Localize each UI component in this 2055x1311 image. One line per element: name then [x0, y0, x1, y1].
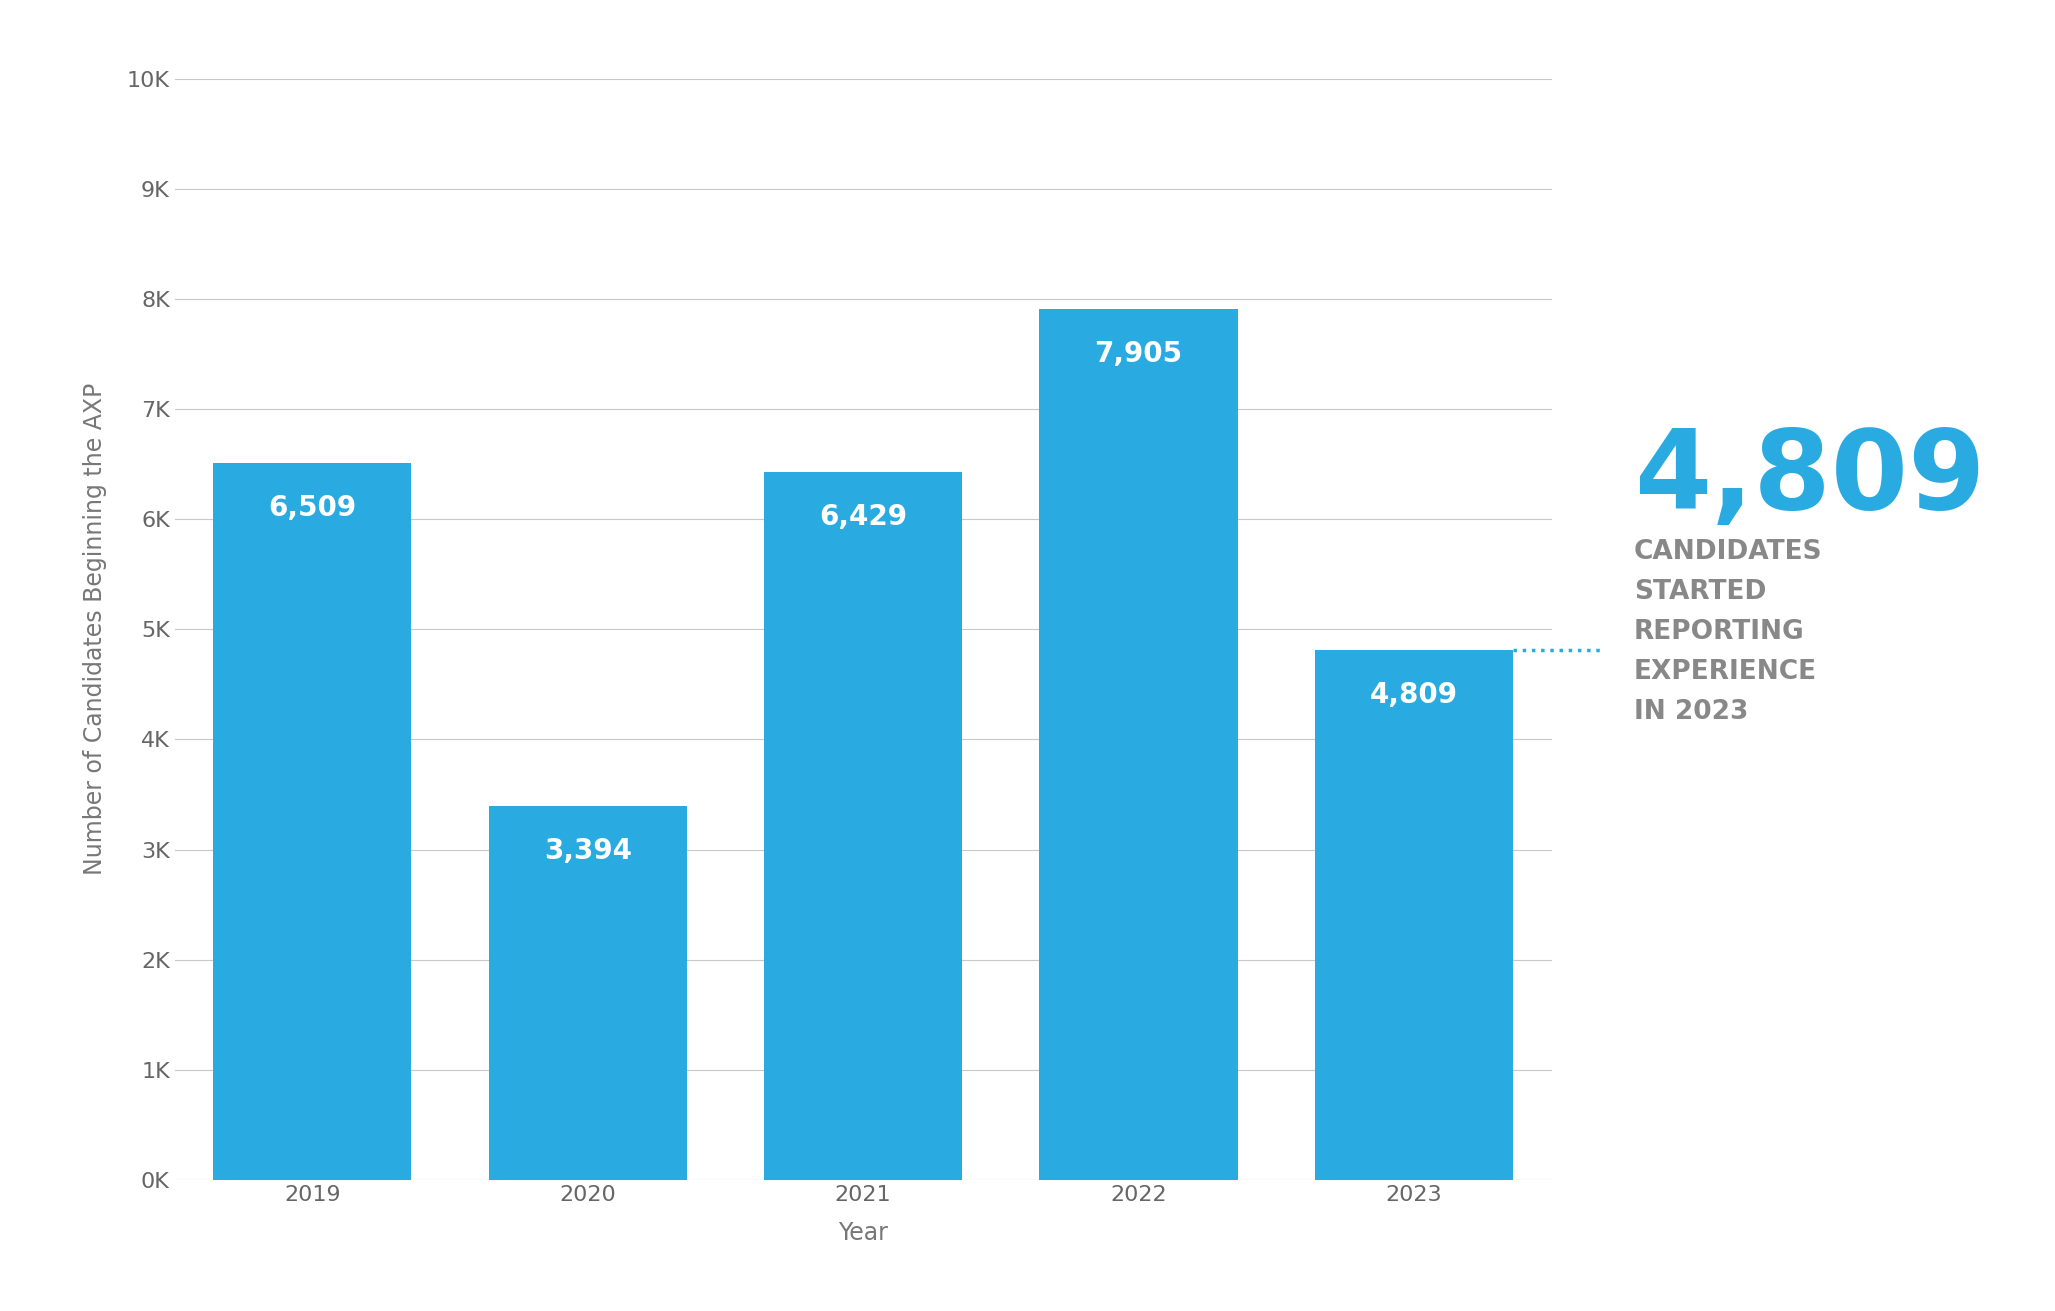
Text: 3,394: 3,394	[545, 836, 631, 865]
Y-axis label: Number of Candidates Beginning the AXP: Number of Candidates Beginning the AXP	[84, 383, 107, 876]
Text: 4,809: 4,809	[1371, 682, 1457, 709]
Text: 4,809: 4,809	[1634, 425, 1985, 532]
Text: 6,509: 6,509	[269, 494, 356, 522]
Bar	[1040, 309, 1237, 1180]
Bar	[214, 463, 411, 1180]
Bar	[764, 472, 962, 1180]
Text: CANDIDATES
STARTED
REPORTING
EXPERIENCE
IN 2023: CANDIDATES STARTED REPORTING EXPERIENCE …	[1634, 539, 1823, 725]
Bar	[1315, 650, 1512, 1180]
X-axis label: Year: Year	[838, 1222, 888, 1245]
Text: 6,429: 6,429	[820, 502, 906, 531]
Bar	[489, 806, 686, 1180]
Text: 7,905: 7,905	[1095, 340, 1182, 368]
